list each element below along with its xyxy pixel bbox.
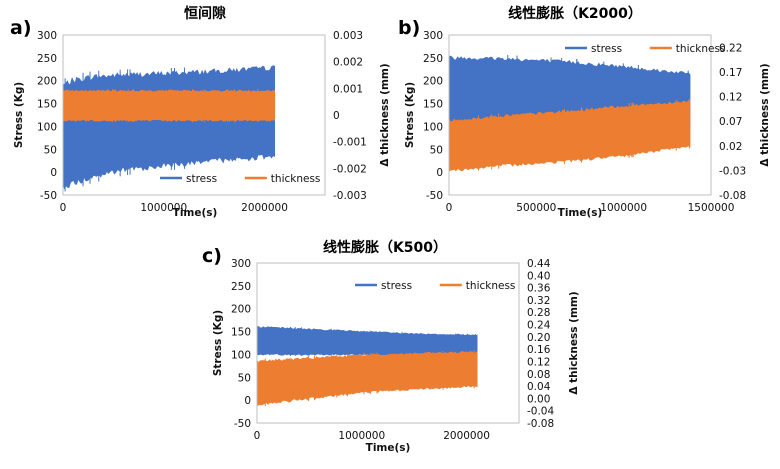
y2-tick-label: 0.07	[719, 116, 742, 128]
y2-tick-label: 0	[333, 110, 340, 122]
series-thickness-band	[62, 89, 275, 122]
y2-tick-label: -0.002	[333, 163, 367, 175]
y-tick-label: 100	[423, 121, 443, 133]
y-tick-label: 50	[44, 144, 57, 156]
y-axis-label: Stress (Kg)	[13, 82, 25, 148]
y2-axis-label: Δ thickness (mm)	[759, 63, 771, 166]
plot-area	[62, 34, 326, 196]
y-tick-label: 50	[238, 372, 251, 384]
series-thickness-band	[448, 100, 691, 173]
y2-axis-label: Δ thickness (mm)	[379, 63, 391, 166]
chart-panel-2: b)线性膨胀（K2000）-50050100150200250300-0.08-…	[398, 5, 771, 219]
y-tick-label: 0	[244, 395, 251, 407]
y-tick-label: 100	[37, 121, 57, 133]
y-tick-label: 200	[37, 76, 57, 88]
x-tick-label: 0	[60, 202, 67, 214]
y2-tick-label: -0.003	[333, 190, 367, 202]
y2-tick-label: 0.28	[527, 307, 550, 319]
y-tick-label: 300	[423, 30, 443, 42]
y-tick-label: 300	[37, 30, 57, 42]
series-stress-band	[62, 65, 275, 190]
y-tick-label: 150	[423, 99, 443, 111]
y2-tick-label: 0.22	[719, 42, 742, 54]
y2-tick-label: 0.08	[527, 369, 550, 381]
y-tick-label: 200	[231, 304, 251, 316]
plot-area	[256, 262, 520, 424]
x-tick-label: 2000000	[443, 430, 490, 442]
x-axis-label: Time(s)	[173, 207, 218, 219]
y-tick-label: 100	[231, 349, 251, 361]
y2-tick-label: 0.24	[527, 320, 551, 332]
y-tick-label: 0	[436, 167, 443, 179]
y2-tick-label: 0.36	[527, 283, 551, 295]
y-tick-label: -50	[40, 190, 57, 202]
y2-tick-label: 0.002	[333, 57, 363, 69]
panel-letter: c)	[202, 245, 222, 267]
y-tick-label: 200	[423, 76, 443, 88]
y-tick-label: -50	[426, 190, 443, 202]
y-axis-label: Stress (Kg)	[404, 82, 416, 148]
legend: stress thickness	[160, 173, 320, 185]
y2-tick-label: 0.20	[527, 332, 550, 344]
y2-axis-label: Δ thickness (mm)	[568, 291, 580, 394]
x-tick-label: 500000	[516, 202, 556, 214]
y2-tick-label: 0.17	[719, 67, 742, 79]
y-tick-label: 150	[231, 327, 251, 339]
y-tick-label: -50	[234, 418, 251, 430]
y2-tick-label: 0.001	[333, 83, 363, 95]
y2-tick-label: -0.001	[333, 137, 367, 149]
y2-tick-label: -0.03	[719, 165, 746, 177]
y2-tick-label: 0.16	[527, 344, 551, 356]
panel-letter: b)	[398, 17, 420, 39]
y2-tick-label: 0.32	[527, 295, 550, 307]
legend: stress thickness	[565, 43, 725, 55]
legend-label-thickness: thickness	[676, 43, 726, 55]
y2-tick-label: 0.00	[527, 393, 550, 405]
y2-tick-label: 0.12	[527, 356, 550, 368]
legend-label-stress: stress	[381, 280, 412, 292]
y2-tick-label: -0.08	[719, 190, 746, 202]
y-tick-label: 50	[430, 144, 443, 156]
legend: stress thickness	[355, 280, 515, 292]
y2-tick-label: 0.12	[719, 92, 742, 104]
x-tick-label: 1000000	[140, 202, 187, 214]
x-tick-label: 1000000	[338, 430, 385, 442]
plot-area	[448, 34, 712, 196]
y-tick-label: 0	[50, 167, 57, 179]
chart-title: 线性膨胀（K500）	[323, 239, 447, 256]
chart-title: 线性膨胀（K2000）	[508, 5, 642, 22]
y-axis-label: Stress (Kg)	[212, 310, 224, 376]
x-axis-label: Time(s)	[558, 207, 603, 219]
y2-tick-label: 0.44	[527, 258, 551, 270]
y-tick-label: 150	[37, 99, 57, 111]
y2-tick-label: -0.04	[527, 406, 554, 418]
x-axis-label: Time(s)	[366, 442, 411, 454]
legend-label-stress: stress	[186, 173, 217, 185]
y-tick-label: 300	[231, 258, 251, 270]
y2-tick-label: 0.02	[719, 141, 742, 153]
panel-letter: a)	[10, 17, 32, 39]
y-tick-label: 250	[231, 281, 251, 293]
y2-tick-label: 0.40	[527, 270, 550, 282]
y2-tick-label: -0.08	[527, 418, 554, 430]
legend-label-thickness: thickness	[271, 173, 321, 185]
legend-label-stress: stress	[591, 43, 622, 55]
x-tick-label: 0	[446, 202, 453, 214]
y2-tick-label: 0.04	[527, 381, 551, 393]
series-thickness-band	[256, 350, 478, 407]
y2-tick-label: 0.003	[333, 30, 363, 42]
y-tick-label: 250	[37, 53, 57, 65]
chart-title: 恒间隙	[184, 5, 226, 22]
legend-label-thickness: thickness	[466, 280, 516, 292]
chart-panel-3: c) 线性膨胀（K500）-50050100150200250300-0.08-0…	[202, 239, 580, 454]
x-tick-label: 2000000	[241, 202, 288, 214]
x-tick-label: 1500000	[688, 202, 735, 214]
chart-panel-1: a)恒间隙-50050100150200250300-0.003-0.002-0…	[10, 5, 391, 219]
x-tick-label: 0	[254, 430, 261, 442]
y-tick-label: 250	[423, 53, 443, 65]
x-tick-label: 1000000	[600, 202, 647, 214]
